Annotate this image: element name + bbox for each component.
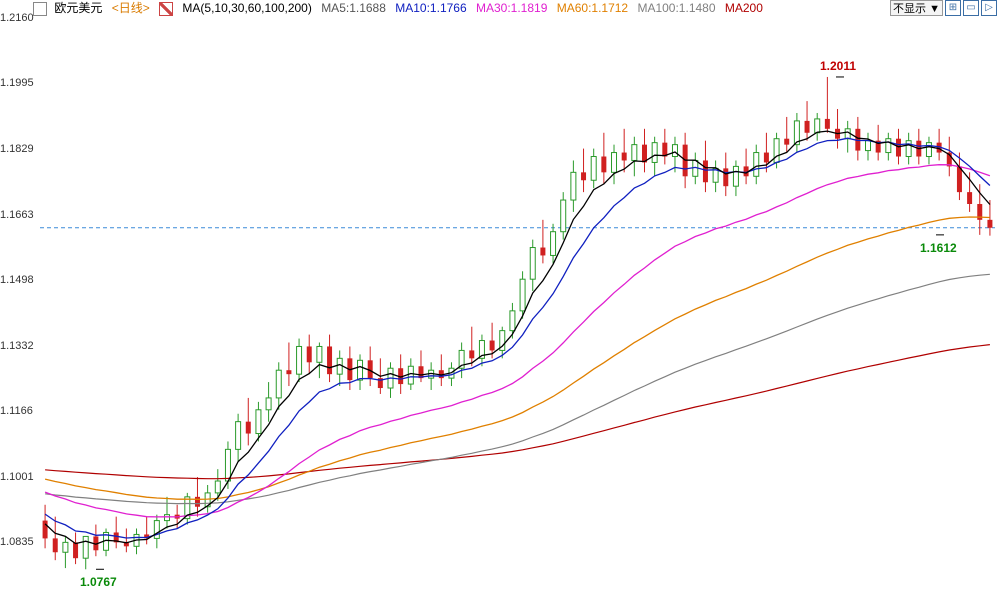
y-axis-tick: 1.1829 bbox=[0, 143, 34, 155]
toolbar-btn-2[interactable]: ▭ bbox=[963, 0, 979, 16]
ma-params: MA(5,10,30,60,100,200) bbox=[182, 1, 311, 15]
chart-header: 欧元美元 <日线> MA(5,10,30,60,100,200) MA5:1.1… bbox=[33, 0, 769, 16]
ma10-value: MA10:1.1766 bbox=[395, 1, 466, 15]
toolbar-btn-1[interactable]: ⊞ bbox=[945, 0, 961, 16]
display-dropdown[interactable]: 不显示 ▼ bbox=[890, 0, 943, 16]
header-icon bbox=[33, 2, 47, 16]
y-axis-tick: 1.2160 bbox=[0, 12, 34, 24]
y-axis-tick: 1.0835 bbox=[0, 536, 34, 548]
ma5-value: MA5:1.1688 bbox=[321, 1, 386, 15]
y-axis-tick: 1.1498 bbox=[0, 274, 34, 286]
chart-toolbar: 不显示 ▼ ⊞ ▭ ▷ bbox=[890, 0, 997, 16]
candlestick-chart[interactable] bbox=[0, 0, 1000, 580]
price-annotation: 1.2011 bbox=[820, 59, 856, 73]
period-label: <日线> bbox=[112, 1, 150, 15]
y-axis-tick: 1.1663 bbox=[0, 209, 34, 221]
toolbar-btn-3[interactable]: ▷ bbox=[981, 0, 997, 16]
y-axis-tick: 1.1995 bbox=[0, 77, 34, 89]
ma100-value: MA100:1.1480 bbox=[637, 1, 715, 15]
y-axis-tick: 1.1332 bbox=[0, 340, 34, 352]
ma-icon bbox=[159, 2, 173, 16]
ma60-value: MA60:1.1712 bbox=[557, 1, 628, 15]
ma30-value: MA30:1.1819 bbox=[476, 1, 547, 15]
ma200-value: MA200 bbox=[725, 1, 763, 15]
y-axis-tick: 1.1166 bbox=[0, 405, 33, 417]
price-annotation: 1.0767 bbox=[80, 575, 117, 589]
price-annotation: 1.1612 bbox=[920, 241, 957, 255]
symbol-name: 欧元美元 bbox=[54, 1, 102, 15]
y-axis-tick: 1.1001 bbox=[0, 471, 34, 483]
